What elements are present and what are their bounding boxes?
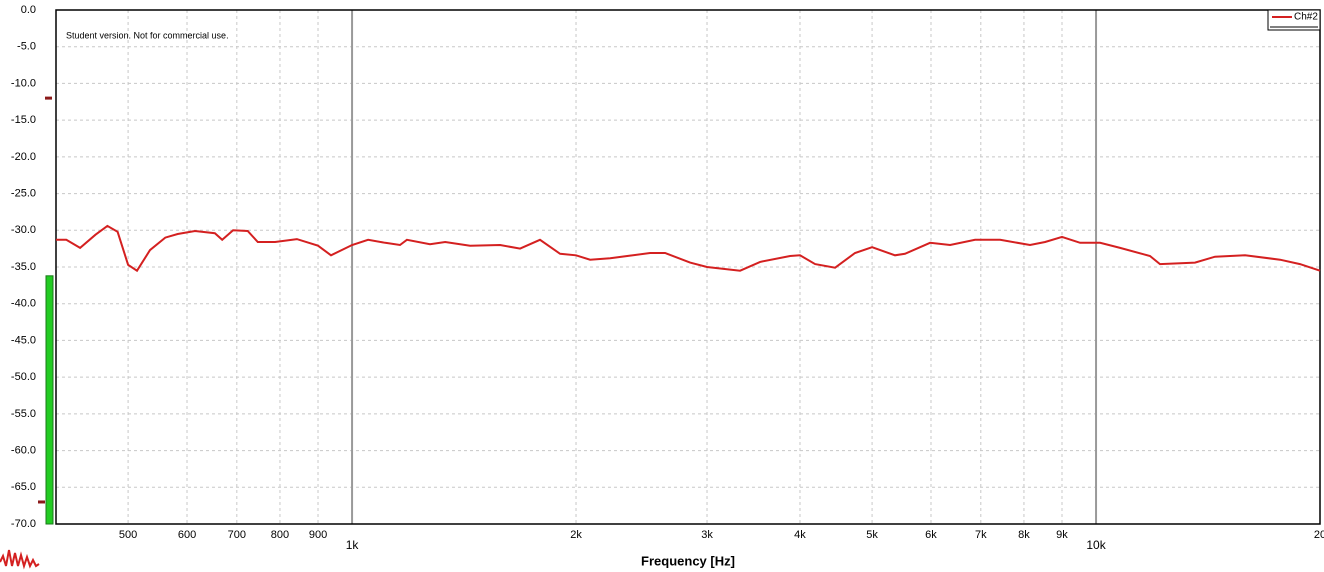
y-tick-label: -65.0 (11, 481, 36, 493)
x-tick-label: 700 (228, 529, 246, 541)
y-tick-label: -55.0 (11, 408, 36, 420)
y-tick-label: -35.0 (11, 261, 36, 273)
annotation: Student version. Not for commercial use. (66, 30, 229, 40)
logo-wave (0, 549, 40, 570)
x-tick-label: 8k (1018, 529, 1030, 541)
y-tick-label: -60.0 (11, 444, 36, 456)
y-tick-label: -40.0 (11, 298, 36, 310)
x-tick-label: 900 (309, 529, 327, 541)
x-tick-label: 10k (1086, 538, 1106, 552)
x-tick-label: 5k (866, 529, 878, 541)
x-tick-label: 1k (346, 538, 360, 552)
y-tick-label: -5.0 (17, 41, 36, 53)
x-tick-label: 9k (1056, 529, 1068, 541)
y-tick-label: -45.0 (11, 334, 36, 346)
y-tick-label: -30.0 (11, 224, 36, 236)
legend-box (1267, 9, 1321, 31)
plot-border (55, 9, 1321, 525)
x-tick-label: 600 (178, 529, 196, 541)
y-tick-label: -10.0 (11, 77, 36, 89)
x-tick-label: 4k (794, 529, 806, 541)
y-tick-label: -25.0 (11, 187, 36, 199)
legend-label: Ch#2 (1294, 12, 1318, 23)
meter-peak-marker (38, 500, 45, 504)
x-tick-label: 2k (570, 529, 582, 541)
meter-peak-marker (45, 96, 52, 100)
x-tick-label: 6k (925, 529, 937, 541)
x-tick-label: 500 (119, 529, 137, 541)
meter-bar (45, 275, 54, 525)
data-line (56, 224, 1321, 273)
y-tick-label: -50.0 (11, 371, 36, 383)
y-tick-label: -15.0 (11, 114, 36, 126)
logo (0, 549, 40, 570)
x-tick-label: 800 (271, 529, 289, 541)
y-tick-label: -20.0 (11, 151, 36, 163)
x-tick-label: 3k (701, 529, 713, 541)
x-tick-label: 7k (975, 529, 987, 541)
y-tick-label: 0.0 (21, 4, 36, 16)
x-axis-label: Frequency [Hz] (641, 553, 735, 568)
x-tick-label: 20 (1314, 529, 1324, 541)
y-tick-label: -70.0 (11, 518, 36, 530)
